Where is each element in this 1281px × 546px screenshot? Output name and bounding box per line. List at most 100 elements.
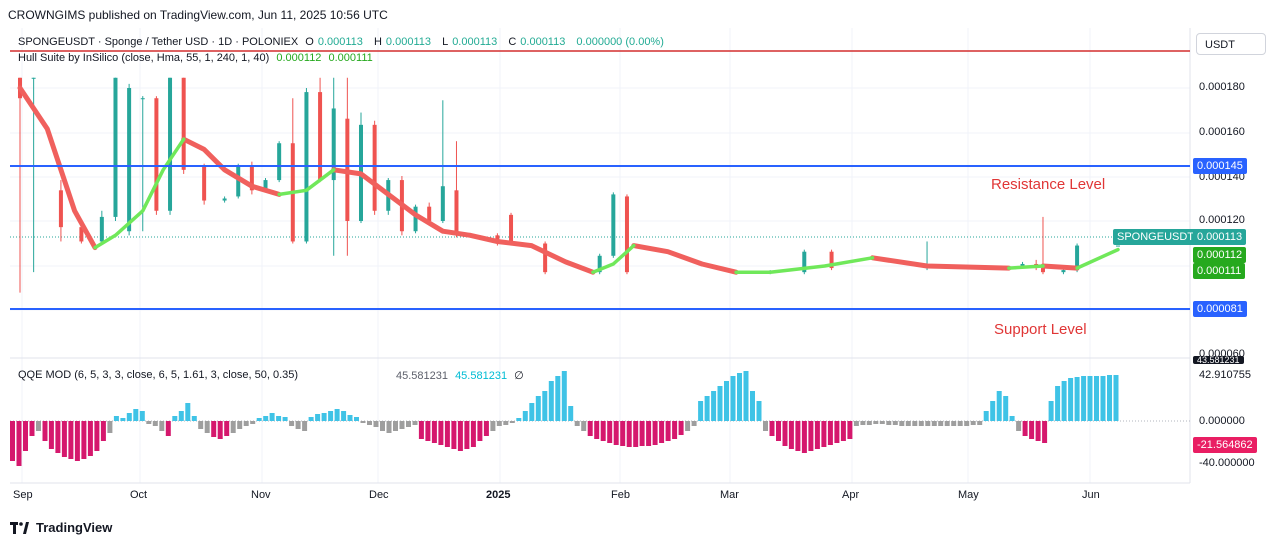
price-tick: 0.000160 xyxy=(1199,126,1245,138)
candle[interactable] xyxy=(202,163,207,205)
qqe-bar xyxy=(587,421,593,436)
hull-line-down xyxy=(17,85,1080,275)
candle[interactable] xyxy=(358,112,363,224)
candle[interactable] xyxy=(277,141,282,183)
symbol-legend[interactable]: SPONGEUSDT · Sponge / Tether USD · 1D · … xyxy=(18,36,664,48)
qqe-bar xyxy=(159,421,165,431)
candle[interactable] xyxy=(222,196,227,203)
qqe-bar xyxy=(542,391,548,421)
candle-body xyxy=(249,165,254,191)
qqe-bar xyxy=(334,409,340,421)
qqe-bar xyxy=(750,391,755,421)
qqe-bar xyxy=(237,421,243,429)
qqe-bar xyxy=(724,381,729,421)
candle-body xyxy=(440,186,445,221)
qqe-bar xyxy=(217,421,223,439)
change-value: 0.000000 (0.00%) xyxy=(576,36,664,48)
candle[interactable] xyxy=(454,141,459,238)
qqe-bar xyxy=(905,421,911,426)
qqe-legend[interactable]: QQE MOD (6, 5, 3, 3, close, 6, 5, 1.61, … xyxy=(18,369,302,381)
candle[interactable] xyxy=(154,96,159,215)
symbol-name[interactable]: SPONGEUSDT · Sponge / Tether USD · 1D · … xyxy=(18,36,299,48)
currency-button[interactable]: USDT xyxy=(1196,33,1266,55)
month-label: Sep xyxy=(13,489,33,501)
qqe-bar xyxy=(516,418,522,421)
qqe-bar xyxy=(788,421,794,449)
qqe-bar xyxy=(341,411,347,421)
qqe-bar xyxy=(1055,386,1061,421)
qqe-bar xyxy=(776,421,781,441)
month-label: Nov xyxy=(251,489,271,501)
candle[interactable] xyxy=(372,120,377,215)
qqe-bar xyxy=(834,421,840,443)
candle[interactable] xyxy=(509,212,514,246)
qqe-bar xyxy=(918,421,924,426)
qqe-bar xyxy=(211,421,217,437)
candle[interactable] xyxy=(18,77,22,293)
symbol-name-tag: SPONGEUSDT xyxy=(1113,229,1199,245)
candle[interactable] xyxy=(802,249,807,275)
candle[interactable] xyxy=(1116,245,1120,247)
qqe-bar xyxy=(1035,421,1041,441)
month-label: Apr xyxy=(842,489,860,501)
candle[interactable] xyxy=(611,192,616,258)
qqe-bar xyxy=(1048,401,1054,421)
candle[interactable] xyxy=(427,202,432,224)
candle[interactable] xyxy=(829,249,834,271)
candle[interactable] xyxy=(624,194,629,275)
qqe-bar xyxy=(1074,377,1080,421)
qqe-bar xyxy=(620,421,626,446)
hull-indicator-name[interactable]: Hull Suite by InSilico (close, Hma, 55, … xyxy=(18,52,270,64)
qqe-bar xyxy=(574,421,580,426)
qqe-bar xyxy=(717,386,723,421)
candle[interactable] xyxy=(127,83,132,236)
candle[interactable] xyxy=(168,77,173,215)
qqe-indicator-name[interactable]: QQE MOD (6, 5, 3, 3, close, 6, 5, 1.61, … xyxy=(18,369,299,381)
candle-body xyxy=(611,194,616,256)
qqe-bar xyxy=(269,413,275,421)
qqe-bar xyxy=(535,396,541,421)
qqe-bar xyxy=(1068,378,1074,421)
qqe-bar xyxy=(48,421,54,449)
candle[interactable] xyxy=(99,210,104,244)
candle-body xyxy=(277,143,282,181)
candle-body xyxy=(222,198,227,201)
qqe-bar xyxy=(892,421,898,425)
candle[interactable] xyxy=(58,180,63,242)
qqe-bar xyxy=(224,421,230,436)
hull-price-tag-1: 0.000112 xyxy=(1193,247,1247,263)
qqe-tick: 0.000000 xyxy=(1199,415,1245,427)
month-label: Oct xyxy=(130,489,148,501)
candle[interactable] xyxy=(236,163,241,199)
candle[interactable] xyxy=(440,100,445,224)
candle-body xyxy=(154,98,159,211)
qqe-bar xyxy=(899,421,905,426)
hull-legend[interactable]: Hull Suite by InSilico (close, Hma, 55, … xyxy=(18,52,377,64)
qqe-bar xyxy=(691,421,697,426)
qqe-bar xyxy=(444,421,450,447)
qqe-bar xyxy=(302,421,308,431)
candle[interactable] xyxy=(249,161,254,195)
qqe-bar xyxy=(81,421,87,459)
qqe-bar xyxy=(938,421,944,426)
candle[interactable] xyxy=(113,77,118,221)
candle[interactable] xyxy=(318,77,323,183)
qqe-bar xyxy=(957,421,963,426)
candle[interactable] xyxy=(290,98,295,244)
candle-body xyxy=(372,124,377,211)
tradingview-brand[interactable]: TradingView xyxy=(10,520,112,535)
qqe-bar xyxy=(185,403,191,421)
candle[interactable] xyxy=(543,241,548,275)
candle[interactable] xyxy=(181,77,186,174)
resistance-annotation[interactable]: Resistance Level xyxy=(991,176,1106,193)
qqe-bar xyxy=(737,373,742,421)
qqe-bar xyxy=(425,421,431,441)
qqe-bar xyxy=(853,421,859,426)
qqe-bar xyxy=(55,421,61,453)
candle[interactable] xyxy=(413,204,418,234)
qqe-bar xyxy=(509,421,515,423)
support-annotation[interactable]: Support Level xyxy=(994,321,1087,338)
qqe-bar xyxy=(10,421,15,461)
qqe-bar xyxy=(951,421,957,426)
qqe-bar xyxy=(996,391,1002,421)
